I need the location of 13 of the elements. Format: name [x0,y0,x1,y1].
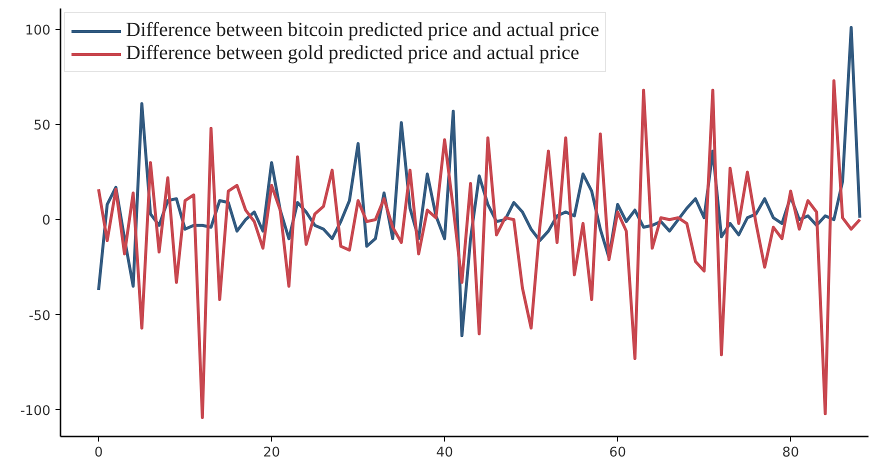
legend-label: Difference between bitcoin predicted price and actual price [126,19,600,42]
x-tick-label: 0 [94,446,103,460]
legend-label: Difference between gold predicted price and actual price [126,42,580,65]
x-tick-label: 40 [436,446,454,460]
y-tick-label: 50 [34,118,51,134]
x-tick-label: 20 [263,446,280,460]
y-tick-label: 100 [25,23,51,38]
line-series [97,79,862,419]
y-tick-label: -50 [28,308,51,324]
x-tick-label: 80 [782,446,800,460]
x-tick-label: 60 [609,446,626,460]
y-tick-label: 0 [42,214,51,229]
y-tick-label: -100 [20,404,50,419]
